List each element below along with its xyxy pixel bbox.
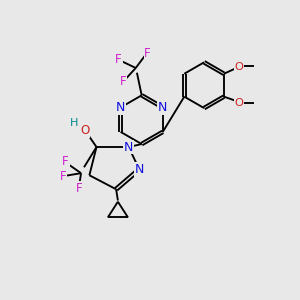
Text: F: F <box>76 182 83 195</box>
Text: N: N <box>124 140 133 154</box>
Text: F: F <box>120 75 127 88</box>
Text: O: O <box>234 98 243 108</box>
Text: F: F <box>60 170 67 183</box>
Text: O: O <box>234 61 243 72</box>
Text: F: F <box>62 155 69 168</box>
Text: N: N <box>135 163 144 176</box>
Text: O: O <box>80 124 89 137</box>
Text: F: F <box>115 53 122 66</box>
Text: H: H <box>70 118 78 128</box>
Text: F: F <box>144 46 151 60</box>
Text: N: N <box>116 101 125 114</box>
Text: N: N <box>158 101 167 114</box>
